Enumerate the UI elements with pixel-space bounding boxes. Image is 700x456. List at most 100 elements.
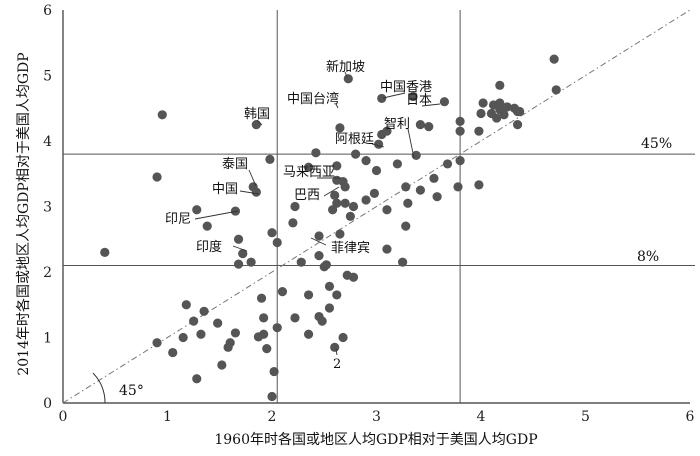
data-point bbox=[415, 185, 425, 195]
x-tick-label: 2 bbox=[268, 409, 277, 425]
data-point bbox=[314, 251, 324, 261]
annotation-taiwan: 中国台湾 bbox=[287, 91, 339, 107]
data-point bbox=[303, 329, 314, 339]
annotation-hongkong: 中国香港 bbox=[380, 80, 432, 95]
data-point bbox=[453, 182, 463, 192]
y-tick-label: 3 bbox=[43, 200, 52, 216]
data-point bbox=[361, 195, 371, 205]
data-point bbox=[269, 366, 279, 377]
annotation-thailand: 泰国 bbox=[222, 157, 248, 172]
label-8-percent: 8% bbox=[637, 249, 659, 265]
data-point bbox=[246, 257, 256, 267]
data-point bbox=[217, 360, 227, 370]
data-point bbox=[256, 293, 267, 303]
data-point bbox=[288, 218, 298, 228]
data-point bbox=[361, 156, 371, 166]
data-point bbox=[432, 192, 442, 202]
data-point bbox=[262, 344, 272, 354]
data-point bbox=[371, 165, 382, 176]
data-point bbox=[512, 120, 523, 130]
y-tick-label: 6 bbox=[43, 3, 52, 19]
data-point bbox=[415, 120, 425, 130]
data-point bbox=[442, 159, 453, 169]
data-point bbox=[502, 102, 512, 112]
data-point bbox=[259, 329, 269, 339]
x-axis-title: 1960年时各国或地区人均GDP相对于美国人均GDP bbox=[214, 432, 537, 448]
annotation-india: 印度 bbox=[196, 239, 222, 255]
reference-lines bbox=[62, 9, 695, 404]
data-point bbox=[455, 116, 465, 126]
data-point bbox=[439, 97, 450, 107]
data-point bbox=[251, 187, 261, 197]
data-point bbox=[377, 93, 387, 104]
x-tick-label: 6 bbox=[686, 409, 695, 425]
data-point bbox=[401, 182, 411, 192]
data-point bbox=[345, 211, 355, 221]
data-point bbox=[189, 316, 199, 326]
data-point bbox=[332, 290, 342, 300]
data-point bbox=[351, 149, 361, 159]
annotation-malaysia: 马来西亚 bbox=[283, 165, 335, 180]
data-point bbox=[238, 249, 248, 259]
data-point bbox=[272, 323, 282, 333]
data-point bbox=[398, 257, 408, 267]
data-point bbox=[192, 205, 202, 215]
data-point bbox=[332, 198, 342, 208]
data-point bbox=[382, 244, 392, 254]
annotation-singapore: 新加坡 bbox=[326, 59, 365, 75]
data-point bbox=[335, 123, 345, 133]
x-tick-label: 0 bbox=[59, 409, 68, 425]
x-tick-label: 1 bbox=[163, 409, 172, 425]
data-point bbox=[277, 287, 288, 297]
angle-label: 45° bbox=[119, 383, 144, 399]
data-point bbox=[549, 54, 559, 64]
data-point bbox=[181, 300, 191, 310]
data-point bbox=[455, 156, 465, 166]
annotation-china: 中国 bbox=[212, 182, 238, 197]
data-point bbox=[303, 290, 314, 300]
data-point bbox=[340, 198, 350, 208]
data-point bbox=[403, 198, 413, 208]
data-point bbox=[317, 316, 327, 326]
annotation-philippines: 菲律宾 bbox=[331, 240, 370, 256]
data-point bbox=[265, 154, 275, 164]
angle-arc bbox=[92, 372, 106, 404]
annotation-brazil: 巴西 bbox=[294, 188, 320, 203]
annotation-chile: 智利 bbox=[384, 117, 410, 132]
data-point bbox=[296, 257, 306, 267]
data-point bbox=[348, 272, 359, 282]
y-axis-title: 2014年时各国或地区人均GDP相对于美国人均GDP bbox=[16, 52, 32, 375]
data-point bbox=[495, 80, 505, 90]
data-point bbox=[330, 342, 340, 352]
label-45-percent: 45% bbox=[641, 136, 672, 152]
x-tick-label: 5 bbox=[581, 409, 590, 425]
data-point bbox=[338, 332, 348, 343]
data-point bbox=[152, 338, 162, 348]
data-point bbox=[348, 201, 359, 212]
data-point bbox=[515, 106, 525, 117]
data-point bbox=[152, 172, 162, 182]
data-point bbox=[272, 237, 282, 248]
data-point bbox=[157, 110, 167, 120]
data-point bbox=[408, 91, 418, 102]
y-tick-label: 1 bbox=[43, 331, 52, 347]
data-point bbox=[303, 162, 314, 172]
x-tick-label: 3 bbox=[372, 409, 381, 425]
data-point bbox=[178, 332, 188, 343]
data-point bbox=[328, 205, 338, 215]
y-tick-label: 0 bbox=[43, 396, 52, 412]
data-point bbox=[251, 120, 261, 130]
data-point bbox=[373, 139, 384, 149]
data-point bbox=[495, 98, 505, 108]
annotation-2: 2 bbox=[333, 357, 341, 372]
y-tick-label: 5 bbox=[43, 69, 52, 85]
y-tick-label: 2 bbox=[43, 265, 52, 281]
data-point bbox=[332, 161, 342, 171]
data-point bbox=[196, 329, 206, 339]
data-point bbox=[321, 260, 331, 270]
data-point bbox=[233, 234, 244, 244]
data-point bbox=[335, 229, 345, 239]
data-point bbox=[492, 113, 502, 123]
data-point bbox=[340, 182, 350, 192]
annotation-japan: 日本 bbox=[406, 93, 432, 108]
